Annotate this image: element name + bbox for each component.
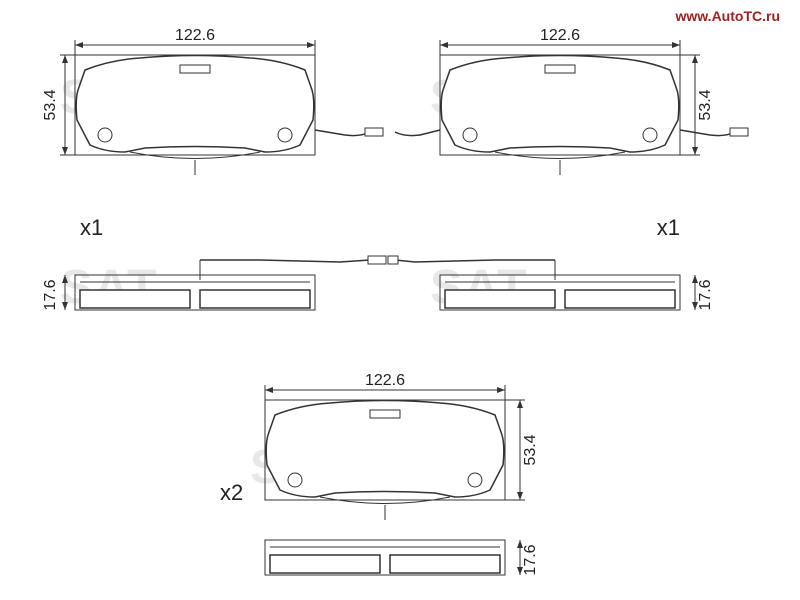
pad-bottom: 122.6 53.4 x2 <box>220 372 539 520</box>
pad-top-right: 122.6 53.4 x1 <box>395 27 748 240</box>
dim-thickness: 17.6 <box>42 279 59 310</box>
qty-label: x2 <box>220 480 243 505</box>
side-view-left: 17.6 <box>42 256 386 311</box>
diagram-container: SAT SAT SAT SAT SAT www.AutoTC.ru <box>0 0 800 600</box>
dim-height: 53.4 <box>522 434 539 465</box>
dim-thickness: 17.6 <box>697 279 714 310</box>
side-view-right: 17.6 <box>388 256 714 311</box>
qty-label: x1 <box>657 215 680 240</box>
dim-width: 122.6 <box>175 27 215 44</box>
source-url: www.AutoTC.ru <box>676 8 780 24</box>
dim-width: 122.6 <box>540 27 580 44</box>
dim-thickness: 17.6 <box>522 544 539 575</box>
dim-height: 53.4 <box>42 89 59 120</box>
pad-top-left: 122.6 53.4 x1 <box>42 27 383 240</box>
dim-height: 53.4 <box>697 89 714 120</box>
qty-label: x1 <box>80 215 103 240</box>
dim-width: 122.6 <box>365 372 405 389</box>
technical-drawing: 122.6 53.4 x1 122.6 <box>0 0 800 600</box>
side-view-bottom: 17.6 <box>265 540 539 576</box>
